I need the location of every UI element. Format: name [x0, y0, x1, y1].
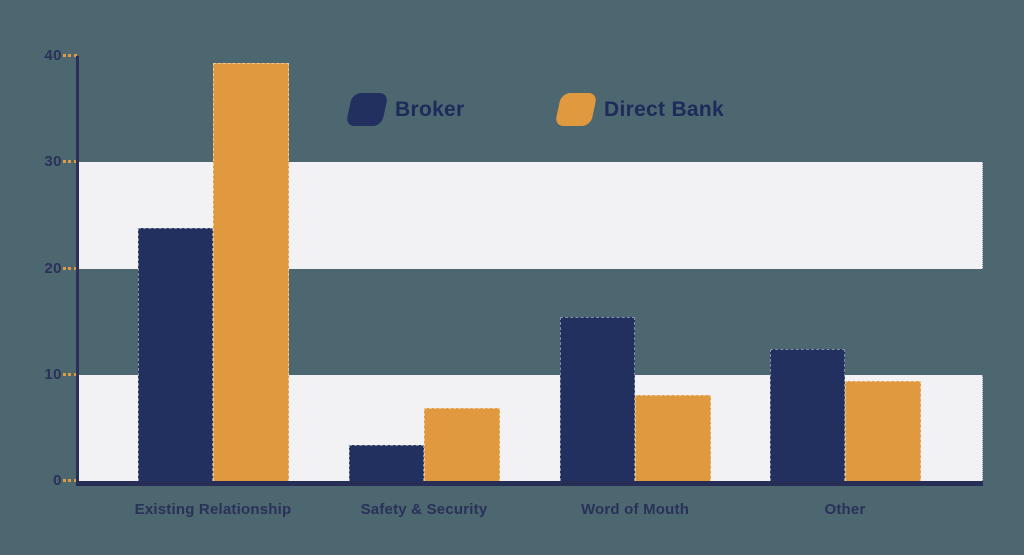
category-label-safety-security: Safety & Security	[360, 501, 488, 518]
direct-bank-swatch-icon	[554, 93, 598, 126]
broker-swatch-icon	[345, 93, 389, 126]
legend-label-direct-bank: Direct Bank	[604, 98, 725, 121]
bar-broker-safety-security	[349, 444, 424, 481]
x-axis-line	[76, 481, 983, 486]
y-tick-dash-icon	[63, 160, 77, 164]
bar-direct-bank-existing-relationship	[213, 63, 289, 481]
y-tick-label-0: 0	[53, 472, 62, 489]
y-tick-dash-icon	[63, 479, 77, 482]
y-tick-dash-icon	[63, 372, 77, 376]
bar-direct-bank-word-of-mouth	[635, 394, 711, 481]
y-tick-dash-icon	[63, 266, 77, 270]
y-tick-label-40: 40	[44, 47, 62, 64]
y-axis-line	[76, 56, 79, 486]
bar-broker-existing-relationship	[138, 228, 213, 481]
bar-direct-bank-other	[845, 381, 921, 481]
category-label-word-of-mouth: Word of Mouth	[580, 501, 690, 518]
legend-item-broker: Broker	[345, 93, 465, 126]
category-label-other: Other	[824, 501, 866, 518]
category-label-existing-relationship: Existing Relationship	[134, 501, 292, 518]
y-tick-label-30: 30	[44, 153, 62, 171]
y-tick-label-10: 10	[44, 365, 62, 383]
bar-direct-bank-safety-security	[424, 407, 500, 481]
bar-broker-other	[770, 349, 845, 481]
y-tick-dash-icon	[63, 54, 77, 57]
legend-label-broker: Broker	[395, 98, 465, 121]
y-tick-label-20: 20	[44, 259, 62, 277]
legend-item-direct-bank: Direct Bank	[554, 93, 725, 126]
bar-broker-word-of-mouth	[560, 317, 635, 481]
